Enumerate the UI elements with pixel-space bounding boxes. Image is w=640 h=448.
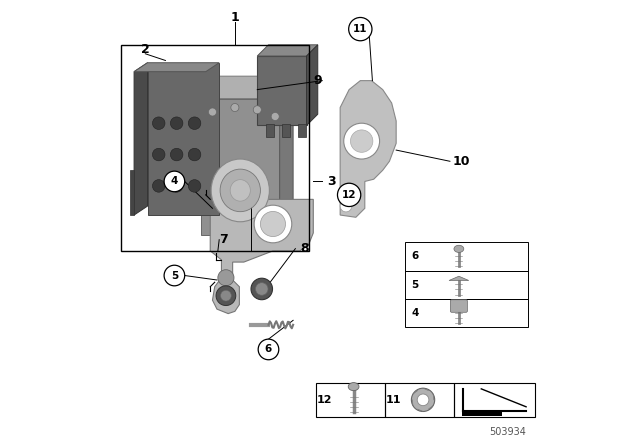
Text: 11: 11	[386, 395, 402, 405]
Circle shape	[216, 286, 236, 306]
Bar	[298, 124, 306, 137]
Text: 3: 3	[327, 175, 335, 188]
Text: 12: 12	[317, 395, 332, 405]
Circle shape	[253, 106, 261, 114]
Bar	[405, 242, 529, 271]
Text: 5: 5	[412, 280, 419, 290]
Circle shape	[254, 205, 292, 243]
Text: 5: 5	[171, 271, 178, 280]
Text: 12: 12	[342, 190, 356, 200]
Bar	[257, 56, 307, 125]
Ellipse shape	[230, 180, 250, 201]
Text: 8: 8	[300, 242, 308, 255]
Ellipse shape	[454, 245, 464, 252]
Circle shape	[258, 339, 279, 360]
Bar	[121, 45, 309, 251]
Circle shape	[251, 278, 273, 300]
Bar	[266, 124, 275, 137]
Polygon shape	[148, 63, 220, 215]
Bar	[282, 124, 290, 137]
Bar	[462, 410, 502, 416]
Circle shape	[412, 388, 435, 411]
Text: 503934: 503934	[489, 427, 526, 437]
Circle shape	[337, 183, 361, 207]
Circle shape	[349, 17, 372, 41]
Text: 6: 6	[265, 345, 272, 354]
Circle shape	[218, 270, 234, 286]
Polygon shape	[202, 76, 293, 99]
Circle shape	[271, 112, 279, 121]
Circle shape	[152, 117, 165, 129]
Circle shape	[170, 117, 183, 129]
Circle shape	[152, 180, 165, 192]
Polygon shape	[202, 99, 280, 235]
Polygon shape	[307, 45, 317, 125]
Ellipse shape	[348, 383, 359, 391]
Polygon shape	[134, 63, 148, 215]
Text: 9: 9	[314, 74, 323, 87]
Circle shape	[221, 290, 231, 301]
Text: 2: 2	[141, 43, 150, 56]
Bar	[316, 383, 385, 417]
FancyBboxPatch shape	[451, 300, 467, 312]
Text: 7: 7	[220, 233, 228, 246]
Bar	[405, 271, 529, 299]
Circle shape	[170, 148, 183, 161]
Circle shape	[417, 394, 429, 406]
Circle shape	[188, 117, 201, 129]
Circle shape	[170, 180, 183, 192]
Ellipse shape	[211, 159, 269, 222]
Circle shape	[209, 108, 216, 116]
Text: 4: 4	[412, 308, 419, 318]
Text: 6: 6	[412, 251, 419, 262]
Polygon shape	[130, 170, 134, 215]
Circle shape	[344, 123, 380, 159]
Polygon shape	[280, 76, 293, 235]
Circle shape	[152, 148, 165, 161]
Circle shape	[231, 103, 239, 112]
Circle shape	[164, 171, 185, 192]
Polygon shape	[134, 63, 220, 72]
Circle shape	[255, 283, 268, 295]
Text: 10: 10	[452, 155, 470, 168]
Circle shape	[164, 265, 185, 286]
Polygon shape	[449, 276, 468, 280]
Text: 11: 11	[353, 24, 367, 34]
Bar	[454, 383, 535, 417]
Polygon shape	[257, 45, 317, 56]
Circle shape	[188, 148, 201, 161]
Bar	[405, 299, 529, 327]
Circle shape	[260, 211, 285, 237]
Polygon shape	[210, 199, 314, 314]
Circle shape	[351, 130, 373, 152]
Circle shape	[188, 180, 201, 192]
Circle shape	[340, 200, 352, 212]
Text: 4: 4	[171, 177, 178, 186]
Polygon shape	[340, 81, 396, 217]
Text: 1: 1	[230, 11, 239, 25]
Ellipse shape	[220, 169, 260, 212]
Bar	[385, 383, 454, 417]
